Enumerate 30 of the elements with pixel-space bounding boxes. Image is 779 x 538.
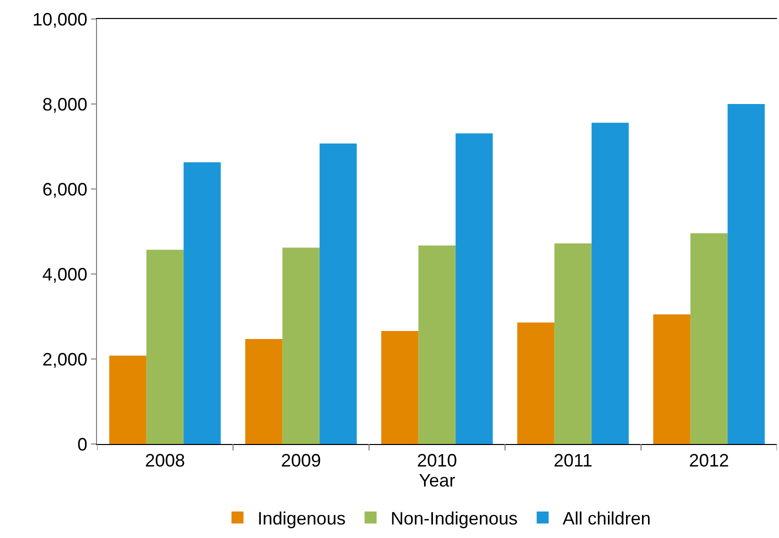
bar <box>517 322 554 444</box>
x-tick-label: 2009 <box>280 450 322 471</box>
bar <box>728 104 765 444</box>
x-tick-label: 2011 <box>554 450 592 471</box>
y-tick-label: 10,000 <box>32 9 88 30</box>
y-tick-label: 6,000 <box>42 179 88 200</box>
y-tick-label: 0 <box>77 434 88 454</box>
legend-label: Indigenous <box>258 508 346 528</box>
legend-label: All children <box>562 508 651 528</box>
bar <box>184 162 221 444</box>
bar <box>653 314 690 444</box>
x-axis-title: Year <box>418 470 456 491</box>
bar <box>282 248 320 444</box>
y-tick-label: 2,000 <box>42 349 88 370</box>
legend-label: Non-Indigenous <box>390 508 518 528</box>
x-tick-label: 2012 <box>688 450 730 471</box>
bar <box>381 330 418 444</box>
bar <box>690 233 728 444</box>
bar <box>146 250 184 444</box>
y-tick-label: 4,000 <box>42 264 88 284</box>
bar <box>109 356 146 444</box>
x-tick-label: 2008 <box>144 450 186 471</box>
bar <box>592 122 629 444</box>
bar <box>320 144 357 444</box>
x-tick-label: 2010 <box>416 450 458 471</box>
bar <box>245 339 282 444</box>
y-tick-label: 8,000 <box>42 94 88 114</box>
bar <box>456 133 493 444</box>
bar <box>418 246 456 444</box>
bar <box>554 243 592 444</box>
